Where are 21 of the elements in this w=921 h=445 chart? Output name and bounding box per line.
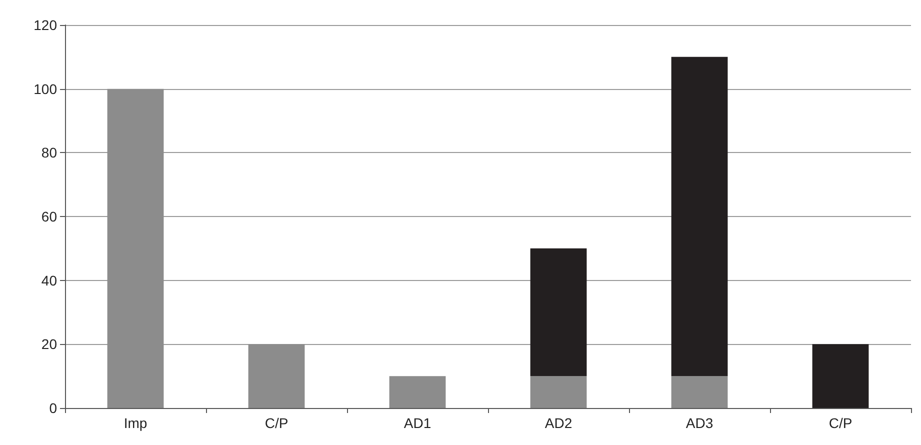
x-tick-label: Imp [124,415,148,431]
bar [248,344,305,408]
x-tick-label: AD3 [686,415,714,431]
y-tick-label: 100 [34,80,58,97]
y-tick-label: 60 [41,208,58,224]
x-tick-label: C/P [264,415,288,431]
y-tick-label: 40 [41,272,58,288]
x-tick-label: AD1 [404,415,432,431]
bar [107,88,164,408]
y-tick-label: 120 [34,17,58,33]
x-tick-label: C/P [828,415,852,431]
bar [389,376,446,408]
bar [530,376,587,408]
x-tick-label: AD2 [544,415,572,431]
bar [812,344,869,408]
bar [671,376,728,408]
y-tick-label: 80 [41,144,58,161]
y-tick-label: 0 [49,400,58,416]
bar [530,248,587,376]
y-tick-label: 20 [41,336,58,352]
bar [671,56,728,376]
